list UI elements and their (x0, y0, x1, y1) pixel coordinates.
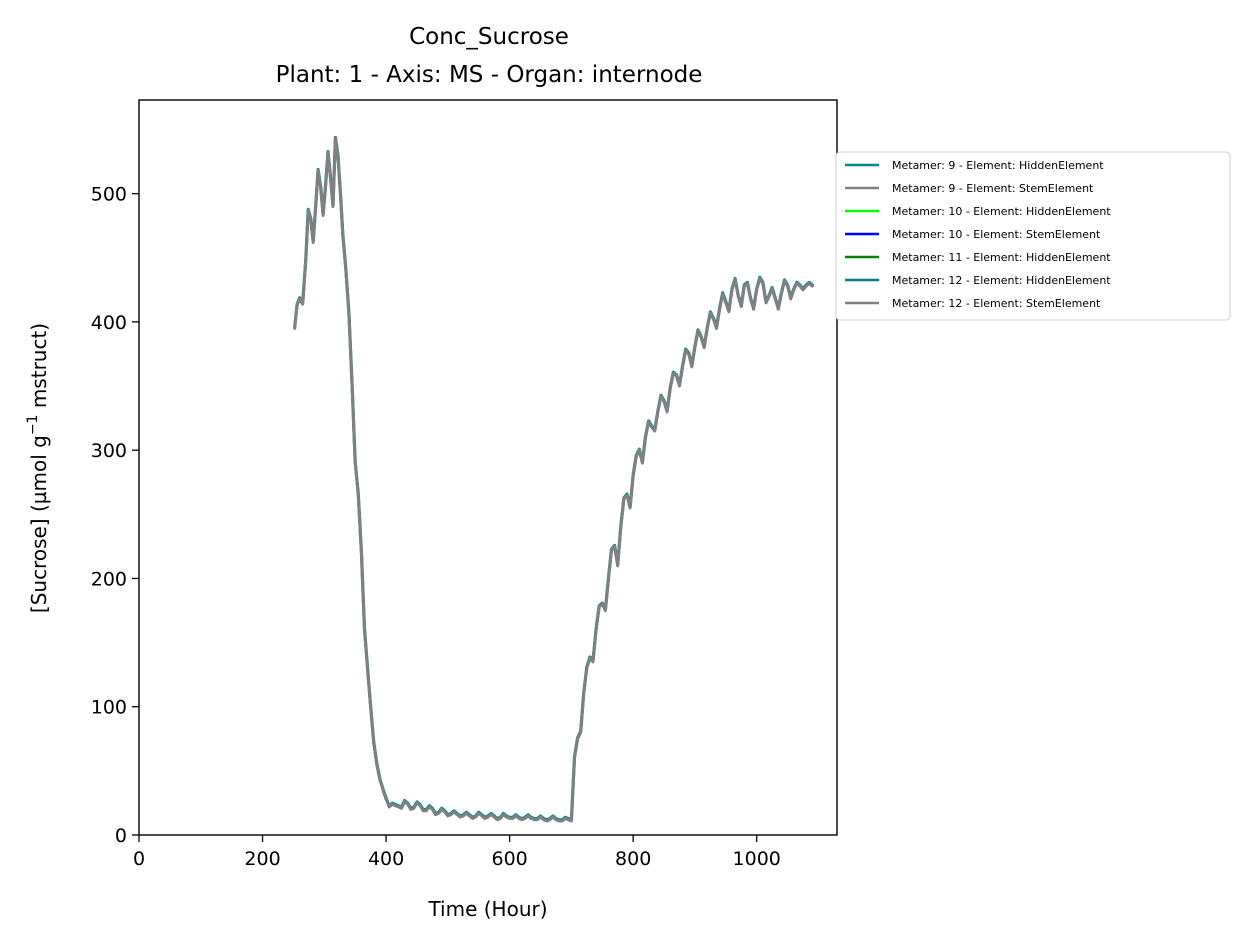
legend-label: Metamer: 12 - Element: HiddenElement (892, 274, 1111, 287)
x-axis-label: Time (Hour) (427, 897, 547, 921)
y-tick-label: 0 (115, 825, 127, 847)
plot-lines (293, 135, 814, 823)
legend-box (835, 151, 1231, 321)
y-axis-label-unit: mstruct) (27, 323, 51, 415)
x-tick-label: 800 (615, 848, 651, 870)
chart-subtitle: Plant: 1 - Axis: MS - Organ: internode (276, 62, 703, 88)
series-line (293, 137, 814, 823)
x-tick-label: 200 (244, 848, 280, 870)
y-tick-label: 500 (91, 184, 127, 206)
chart-title: Conc_Sucrose (409, 24, 569, 50)
y-tick-label: 300 (91, 440, 127, 462)
y-tick-label: 100 (91, 697, 127, 719)
legend-label: Metamer: 12 - Element: StemElement (892, 297, 1101, 310)
y-axis-label: [Sucrose] (µmol g−1 mstruct) (25, 323, 51, 613)
x-tick-label: 1000 (733, 848, 781, 870)
legend-label: Metamer: 9 - Element: HiddenElement (892, 159, 1104, 172)
x-tick-label: 0 (133, 848, 145, 870)
legend-entries: Metamer: 9 - Element: HiddenElement Metam… (845, 159, 1111, 310)
x-axis-ticks: 0 200 400 600 800 1000 (133, 835, 781, 870)
y-axis-label-exponent: −1 (25, 415, 41, 436)
y-tick-label: 200 (91, 568, 127, 590)
legend: Metamer: 9 - Element: HiddenElement Metam… (835, 151, 1231, 321)
y-tick-label: 400 (91, 312, 127, 334)
x-tick-label: 400 (368, 848, 404, 870)
x-tick-label: 600 (491, 848, 527, 870)
y-axis-ticks: 0 100 200 300 400 500 (91, 184, 139, 847)
legend-label: Metamer: 9 - Element: StemElement (892, 182, 1094, 195)
legend-label: Metamer: 10 - Element: HiddenElement (892, 205, 1111, 218)
legend-label: Metamer: 11 - Element: HiddenElement (892, 251, 1111, 264)
legend-label: Metamer: 10 - Element: StemElement (892, 228, 1101, 241)
y-axis-label-main: [Sucrose] (µmol g (27, 435, 51, 613)
plot-frame (138, 99, 838, 836)
